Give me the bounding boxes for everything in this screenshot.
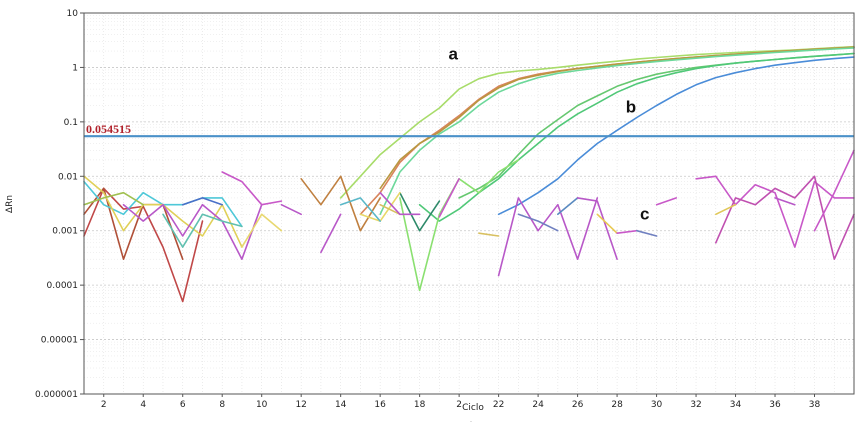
series-line [379, 46, 855, 190]
annotations-group: a b c [448, 44, 649, 223]
plot-frame [83, 12, 855, 395]
x-tick-label: 10 [256, 400, 268, 410]
x-tick-label: 4 [140, 400, 146, 410]
x-tick-label: 26 [572, 400, 584, 410]
x-tick-label: 16 [374, 400, 386, 410]
series-line [635, 229, 658, 237]
series-line [616, 229, 638, 234]
x-axis-title: Ciclo [462, 403, 484, 413]
series-line [655, 197, 678, 206]
annotation-label: a [448, 44, 458, 63]
series-line [695, 175, 855, 248]
x-tick-label: 6 [180, 400, 186, 410]
grid [83, 13, 855, 395]
series-line [379, 47, 855, 216]
series-line [221, 171, 283, 206]
series-line [339, 45, 855, 199]
x-axis-dot: · [470, 419, 472, 425]
series-line [576, 197, 618, 261]
series-line [280, 203, 303, 216]
x-tick-label: 24 [532, 400, 544, 410]
series-line [379, 191, 421, 216]
series-line [379, 203, 401, 216]
series-line [339, 197, 382, 222]
series-line [714, 175, 855, 261]
series-line [83, 187, 184, 261]
y-tick-label: 10 [67, 9, 79, 19]
series-line [596, 213, 618, 234]
y-tick-label: 0.01 [58, 172, 78, 182]
x-tick-label: 30 [651, 400, 663, 410]
x-tick-label: 36 [769, 400, 781, 410]
x-tick-label: 2 [456, 400, 462, 410]
series-line [813, 149, 855, 232]
x-tick-label: 28 [611, 400, 623, 410]
x-tick-label: 8 [219, 400, 225, 410]
series-line [300, 175, 382, 232]
x-tick-label: 2 [101, 400, 107, 410]
y-tick-label: 0.0001 [47, 281, 79, 291]
x-tick-label: 12 [295, 400, 306, 410]
series-line [556, 197, 579, 216]
threshold-group: 0.054515 [84, 122, 854, 138]
series-line [774, 197, 796, 206]
x-tick-label: 18 [414, 400, 426, 410]
x-tick-label: 32 [690, 400, 701, 410]
series-line [162, 213, 243, 248]
series-line [517, 213, 559, 232]
series-line [181, 197, 223, 206]
y-tick-label: 0.000001 [35, 390, 78, 400]
series-line [83, 191, 144, 206]
y-axis-title: ΔRn [5, 195, 15, 213]
annotation-label: c [640, 205, 649, 224]
series-line [438, 178, 460, 218]
series-line [497, 197, 599, 277]
x-tick-label: 22 [493, 400, 504, 410]
series-line [418, 52, 855, 222]
series-group [83, 45, 855, 303]
series-line [122, 203, 263, 261]
series-line [478, 232, 500, 237]
series-line [714, 203, 737, 216]
y-tick-label: 0.001 [52, 227, 78, 237]
y-tick-label: 0.00001 [41, 336, 78, 346]
series-line [399, 191, 441, 232]
annotation-label: b [626, 97, 636, 116]
threshold-label: 0.054515 [86, 122, 131, 136]
y-tick-label: 1 [72, 63, 78, 73]
x-tick-label: 14 [335, 400, 347, 410]
series-line [497, 56, 855, 216]
series-line [320, 213, 342, 254]
x-tick-label: 38 [809, 400, 821, 410]
x-tick-label: 34 [730, 400, 742, 410]
series-line [241, 213, 283, 248]
y-tick-label: 0.1 [64, 118, 78, 128]
